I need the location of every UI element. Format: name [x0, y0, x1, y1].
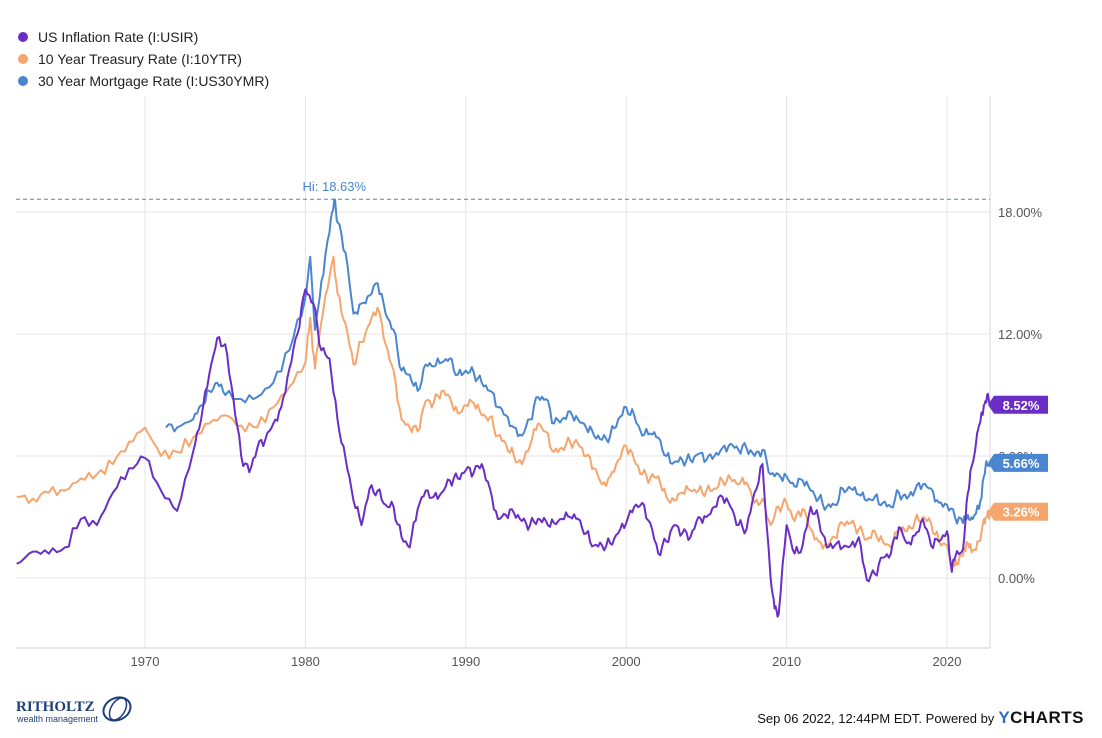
ritholtz-logo-icon: RITHOLTZ wealth management — [16, 696, 132, 724]
y-tick-label: 12.00% — [998, 327, 1043, 342]
end-label-tag — [988, 502, 1048, 521]
y-axis-ticks: 0.00%6.00%12.00%18.00% — [998, 205, 1043, 586]
y-tick-label: 0.00% — [998, 571, 1035, 586]
high-reference-label: Hi: 18.63% — [302, 179, 366, 194]
legend-dot-icon — [18, 54, 28, 64]
legend-label: 10 Year Treasury Rate (I:10YTR) — [38, 51, 242, 67]
x-tick-label: 1990 — [451, 654, 480, 669]
ritholtz-logo: RITHOLTZ wealth management — [14, 692, 139, 728]
legend-label: US Inflation Rate (I:USIR) — [38, 29, 199, 45]
legend-dot-icon — [18, 76, 28, 86]
series-lines — [16, 198, 991, 618]
x-tick-label: 2020 — [933, 654, 962, 669]
gridlines — [16, 96, 991, 649]
end-label-treasury-10yr: 3.26% — [988, 502, 1048, 521]
legend: US Inflation Rate (I:USIR) 10 Year Treas… — [18, 26, 269, 92]
powered-by-label: Powered by — [925, 711, 995, 726]
logo-subtext: wealth management — [16, 714, 99, 724]
end-label-value: 3.26% — [1003, 505, 1040, 520]
end-label-tag — [988, 453, 1048, 472]
x-tick-label: 2000 — [612, 654, 641, 669]
end-label-tag — [988, 395, 1048, 414]
ycharts-brand-text: CHARTS — [1010, 708, 1084, 727]
end-label-value: 5.66% — [1003, 456, 1040, 471]
end-label-inflation: 8.52% — [988, 395, 1048, 414]
end-label-value: 8.52% — [1003, 398, 1040, 413]
legend-dot-icon — [18, 32, 28, 42]
ycharts-y-icon: Y — [998, 708, 1011, 727]
ycharts-brand[interactable]: YCHARTS — [998, 708, 1084, 728]
y-tick-label: 18.00% — [998, 205, 1043, 220]
legend-item-30yr-mortgage[interactable]: 30 Year Mortgage Rate (I:US30YMR) — [18, 70, 269, 92]
legend-item-inflation[interactable]: US Inflation Rate (I:USIR) — [18, 26, 269, 48]
end-label-mortgage-30yr: 5.66% — [988, 453, 1048, 472]
logo-wordmark: RITHOLTZ — [16, 699, 95, 715]
footer-attribution: Sep 06 2022, 12:44PM EDT. Powered by YCH… — [757, 708, 1084, 728]
legend-label: 30 Year Mortgage Rate (I:US30YMR) — [38, 73, 270, 89]
x-axis-ticks: 1970 1980 1990 2000 2010 2020 — [131, 654, 962, 669]
x-tick-label: 1980 — [291, 654, 320, 669]
treasury-10yr-line — [16, 255, 991, 568]
series-end-labels: 8.52% 3.26% 5.66% — [988, 395, 1048, 521]
inflation-rate-line — [16, 288, 991, 618]
x-tick-label: 2010 — [772, 654, 801, 669]
x-tick-label: 1970 — [131, 654, 160, 669]
timestamp: Sep 06 2022, 12:44PM EDT. — [757, 711, 923, 726]
mortgage-30yr-line — [165, 198, 991, 525]
legend-item-10yr-treasury[interactable]: 10 Year Treasury Rate (I:10YTR) — [18, 48, 269, 70]
